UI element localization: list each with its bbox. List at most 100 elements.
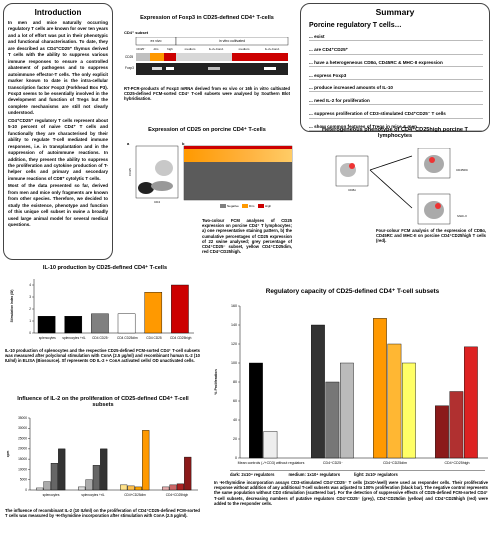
bar — [128, 486, 135, 490]
section-title: Heterogeneous phenotype of CD4⁺CD25high … — [305, 127, 485, 139]
summary-item: ... exist — [309, 34, 483, 41]
band — [152, 67, 162, 70]
caption: IL-10 production of splenocytes and the … — [5, 348, 200, 364]
caption: Two-colour FCM analyses of CD25 expressi… — [202, 218, 292, 254]
lane — [232, 53, 288, 61]
lane-label: medium — [239, 47, 250, 51]
lane — [164, 53, 176, 61]
x-tick-label: CD4+CD25dim — [124, 493, 146, 497]
legend-label: High — [265, 204, 272, 208]
axis-label: CD45RC — [456, 168, 469, 172]
section-title: Introduction — [4, 8, 112, 17]
summary-box: Summary Porcine regulatory T cells… ... … — [300, 3, 490, 132]
y-tick-label: 3 — [29, 295, 31, 299]
paragraph: Most of the data presented so far, deriv… — [8, 183, 108, 228]
legend-label: Negative — [227, 204, 239, 208]
lane-label: CD25⁻ — [136, 47, 146, 51]
axis-label: CD4 — [154, 200, 160, 204]
bar — [402, 363, 415, 458]
y-tick-label: 35000 — [18, 416, 27, 420]
stacked-bars-image — [184, 162, 292, 200]
y-tick-label: 15000 — [18, 457, 27, 461]
bar — [311, 325, 324, 458]
bar — [171, 285, 188, 333]
lane-label: IL-2+ConA — [265, 47, 279, 51]
section-title: Expression of Foxp3 in CD25-defined CD4⁺… — [122, 15, 292, 21]
x-tick-label: CD4⁺CD25high — [444, 461, 469, 465]
x-tick-label: splenocytes — [39, 336, 56, 340]
y-tick-label: 2 — [29, 307, 31, 311]
legend-swatch — [242, 204, 248, 208]
section-title: Expression of CD25 on porcine CD4⁺ T-cel… — [122, 127, 292, 133]
y-tick-label: 80 — [233, 380, 237, 384]
population — [429, 157, 435, 163]
bar — [388, 344, 401, 458]
bar — [51, 463, 58, 490]
band — [166, 67, 174, 70]
legend-label: Dim — [249, 204, 255, 208]
bar — [58, 449, 65, 490]
y-tick-label: 0 — [29, 331, 31, 335]
bar — [120, 485, 127, 490]
caption: In ³H-thymidine incorporation assays CD3… — [214, 480, 488, 506]
bar — [162, 487, 169, 490]
caption: RT-PCR-products of Foxp3 mRNA derived fr… — [124, 86, 290, 102]
population — [435, 203, 441, 209]
il2-chart: cpm05000100001500020000250003000035000sp… — [4, 414, 200, 502]
bar — [264, 431, 277, 458]
axis-label: CD25 — [128, 168, 132, 176]
bar — [184, 457, 191, 490]
x-tick-label: CD4 CD25⁻ — [92, 336, 109, 340]
bar — [44, 482, 51, 490]
legend-swatch — [258, 204, 264, 208]
bar — [326, 382, 339, 458]
y-tick-label: 5000 — [20, 478, 27, 482]
legend-note: dark: 2x10⁴ regulators — [230, 472, 274, 477]
cd25-figure: a b CD25 CD4 Negative Dim High — [124, 140, 294, 220]
bar — [435, 406, 448, 458]
population — [424, 201, 444, 219]
population — [138, 182, 154, 194]
y-tick-label: 40 — [233, 418, 237, 422]
lane — [176, 53, 232, 61]
x-tick-label: Mean controls (-/+CD3) without regulator… — [238, 461, 305, 465]
y-axis-label: Stimulation Index (Sf) — [10, 290, 14, 323]
y-tick-label: 20000 — [18, 447, 27, 451]
lane-label: dim — [154, 47, 159, 51]
chart-title: IL-10 production by CD25-defined CD4⁺ T-… — [10, 265, 200, 271]
lane — [136, 53, 150, 61]
bar — [100, 449, 107, 490]
paragraph: In men and mice naturally occurring regu… — [8, 20, 108, 117]
bar — [118, 314, 135, 333]
label: CD4⁺ subset — [124, 30, 148, 35]
arrow — [370, 156, 412, 170]
bar — [340, 363, 353, 458]
legend-note: light: 2x10³ regulators — [354, 472, 398, 477]
bar — [65, 316, 82, 333]
caption: Four-colour FCM analysis of the expressi… — [376, 228, 486, 244]
label: in vitro cultivated — [219, 39, 245, 43]
bar — [249, 363, 262, 458]
y-tick-label: 160 — [231, 304, 237, 308]
y-axis-label: cpm — [6, 451, 10, 458]
panel-label: b — [182, 141, 185, 146]
summary-item: ... need IL-2 for proliferation — [309, 98, 483, 105]
axis-label: CD8α — [348, 188, 356, 192]
y-tick-label: 20 — [233, 437, 237, 441]
bar — [450, 392, 463, 459]
x-tick-label: CD4⁺CD25dim — [383, 461, 407, 465]
bar — [78, 487, 85, 490]
band — [208, 67, 220, 70]
summary-item: ... have a heterogeneous CD8α, CD45RC & … — [309, 60, 483, 67]
legend: dark: 2x10⁴ regulators medium: 1x10⁴ reg… — [230, 470, 485, 477]
summary-item: ... are CD4⁺CD25⁺ — [309, 47, 483, 55]
bar — [135, 487, 142, 490]
y-tick-label: 100 — [231, 361, 237, 365]
il10-chart: Stimulation Index (Sf)01234splenocytessp… — [8, 275, 198, 345]
x-tick-label: CD4 CD25dim — [117, 336, 138, 340]
bar — [91, 314, 108, 333]
axis-label: MHC-II — [457, 214, 467, 218]
chart-title: Influence of IL-2 on the proliferation o… — [8, 396, 198, 408]
bar — [170, 485, 177, 490]
arrow — [370, 170, 412, 208]
